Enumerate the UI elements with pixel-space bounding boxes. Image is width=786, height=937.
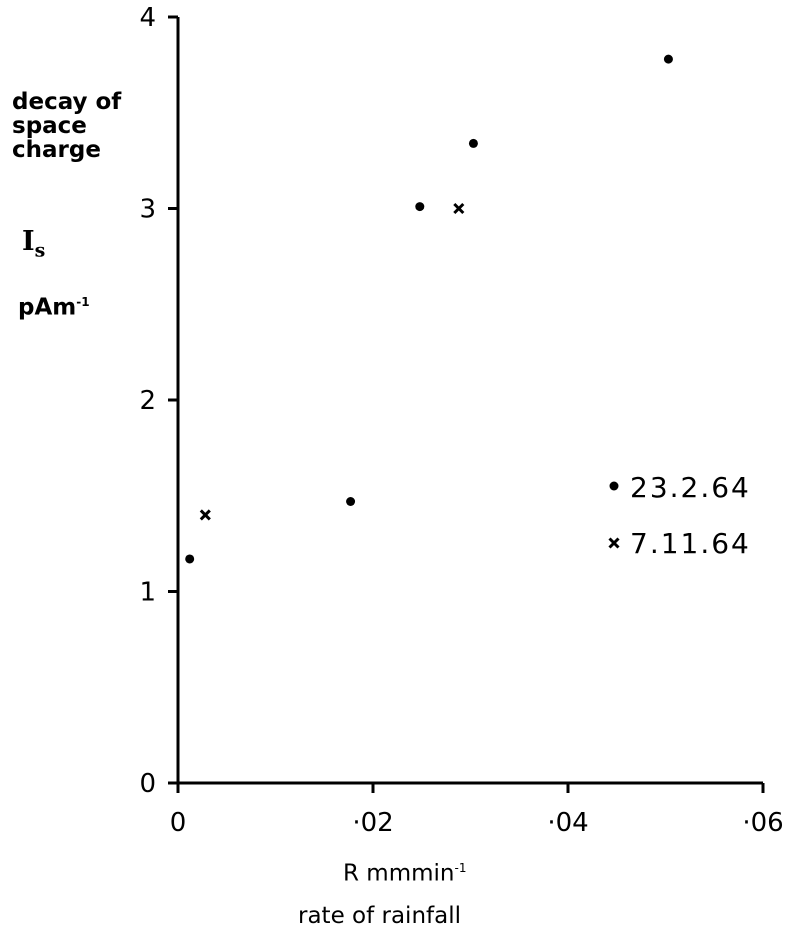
legend-label-series-2: 7.11.64 [630,527,751,560]
x-axis-title: rate of rainfall [298,903,461,929]
dot-point-s1-1 [185,554,195,564]
y-axis-unit-main: pAm [18,294,77,321]
x-tick-label: ·02 [352,808,393,838]
dot-point-s1-3 [415,202,425,212]
x-axis-symbol-unit-superscript: -1 [454,861,467,875]
x-tick-label: ·06 [742,808,783,838]
legend-markers [608,481,620,549]
y-axis-symbol: Is [22,228,45,260]
dot-point-s1-4 [468,138,478,148]
x-tick-label: ·04 [547,808,588,838]
y-axis-unit-superscript: -1 [76,295,90,309]
x-tick-label: 0 [170,808,187,838]
y-tick-label: 4 [139,3,156,33]
cross-point-s2-2 [453,202,465,215]
legend-marker-series-2-stroke-b [608,537,620,549]
cross-point-s2-1 [199,509,211,521]
y-tick-label: 1 [139,578,156,608]
legend-marker-series-1 [609,481,619,491]
x-axis-symbol-unit-main: R mmmin [343,860,455,887]
y-tick-label: 0 [139,769,156,799]
cross-point-s2-1-stroke-b [199,509,211,521]
cross-point-s2-2-stroke-b [453,202,465,215]
y-tick-label: 3 [139,195,156,225]
axes: 0 1 2 3 4 0 ·02 ·04 ·06 [139,3,783,838]
dot-point-s1-2 [346,496,356,506]
dot-point-s1-5 [663,54,673,64]
y-axis-symbol-main: I [22,226,35,257]
y-axis-title-line-1: decay of [12,89,122,115]
y-tick-label: 2 [139,386,156,416]
y-axis-unit: pAm-1 [18,296,90,320]
y-axis-title-line-3: charge [12,137,101,163]
data-points [185,54,673,564]
legend-marker-series-2 [608,537,620,549]
legend-label-series-1: 23.2.64 [630,471,751,504]
x-axis-symbol-unit: R mmmin-1 [343,862,466,886]
y-axis-title-line-2: space [12,113,87,139]
y-axis-symbol-subscript: s [34,239,46,262]
